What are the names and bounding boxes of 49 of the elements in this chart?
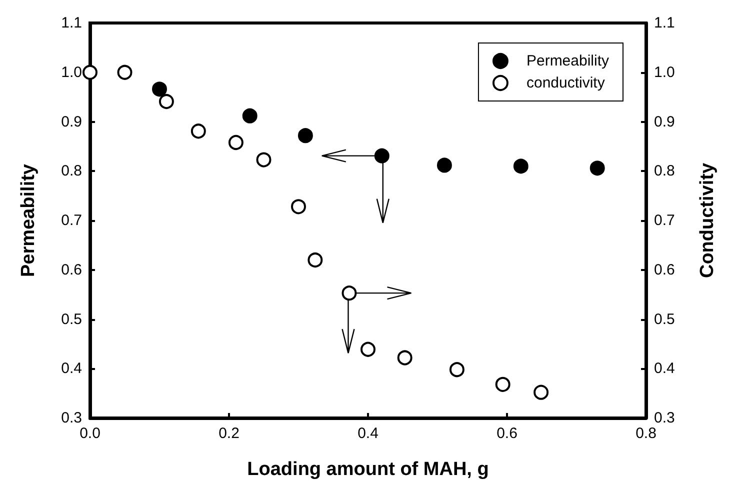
y2-tick-label: 0.5 (654, 310, 675, 328)
y-tick-label: 0.5 (61, 310, 82, 328)
x-tick-label: 0.0 (80, 425, 100, 442)
y2-tick-label: 1.1 (654, 14, 675, 32)
point (342, 286, 357, 301)
x-tick-label: 0.8 (636, 425, 656, 442)
y-axis-title: Permeability (18, 164, 39, 277)
point (449, 362, 464, 378)
point (436, 158, 452, 173)
point (228, 134, 244, 150)
point (360, 342, 376, 357)
y2-tick-label: 0.7 (654, 212, 675, 229)
point (152, 82, 167, 97)
point (158, 94, 174, 110)
point (397, 350, 412, 366)
x-axis-title: Loading amount of MAH, g (247, 459, 489, 480)
x-tick-label: 0.6 (496, 425, 518, 442)
legend-label: conductivity (526, 74, 606, 92)
legend-label: Permeability (526, 52, 610, 70)
y2-tick-label: 0.3 (654, 410, 675, 426)
point (82, 64, 98, 80)
point (534, 384, 549, 400)
y-tick-label: 0.8 (61, 162, 82, 180)
point (590, 160, 605, 176)
y-tick-label: 0.7 (61, 212, 82, 229)
point (308, 252, 323, 268)
y2-tick-label: 0.8 (654, 162, 675, 180)
y-tick-label: 0.9 (61, 113, 82, 130)
y-tick-label: 0.6 (61, 261, 82, 278)
point (256, 152, 272, 168)
point (242, 108, 258, 124)
y2-tick-label: 0.9 (654, 113, 675, 130)
x-tick-label: 0.4 (358, 425, 378, 442)
point (495, 376, 510, 392)
y-tick-label: 0.3 (61, 410, 82, 426)
y2-tick-label: 1.0 (654, 64, 675, 81)
y2-axis-title: Conductivity (697, 162, 718, 278)
point (190, 124, 206, 139)
point (374, 148, 390, 164)
point (291, 199, 306, 214)
point (513, 158, 528, 174)
y2-tick-label: 0.4 (654, 360, 675, 378)
point (298, 128, 313, 144)
y-tick-label: 1.1 (61, 14, 82, 32)
y-tick-label: 0.4 (61, 360, 82, 378)
x-tick-label: 0.2 (218, 425, 240, 442)
y-tick-label: 1.0 (61, 64, 82, 81)
y2-tick-label: 0.6 (654, 261, 675, 278)
point (117, 64, 132, 80)
